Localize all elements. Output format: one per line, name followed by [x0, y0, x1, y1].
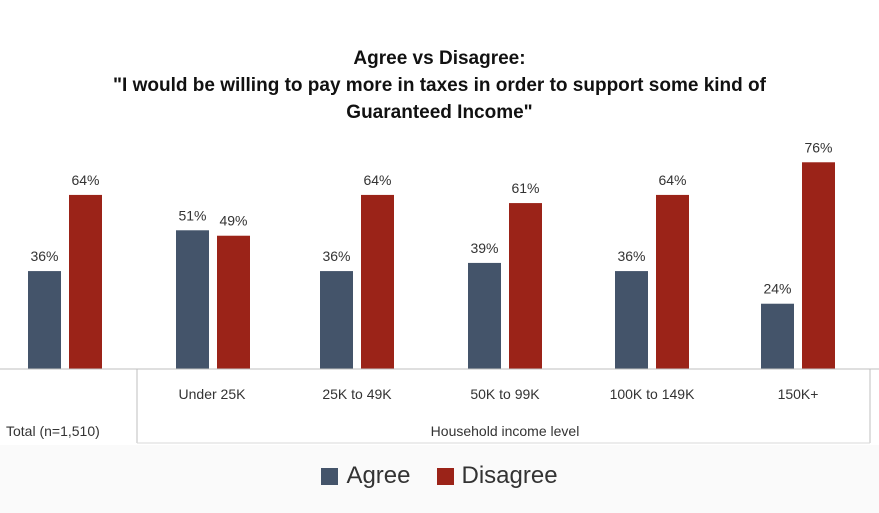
data-label-agree-2: 36% [322, 248, 350, 264]
legend-label-disagree: Disagree [461, 462, 558, 489]
tick-label-4: 100K to 149K [610, 386, 696, 402]
tick-label-total: Total (n=1,510) [6, 423, 100, 439]
tick-label-5: 150K+ [778, 386, 819, 402]
data-label-agree-0: 36% [30, 248, 58, 264]
bar-agree-3 [468, 262, 501, 369]
legend-item-agree: Agree [321, 462, 411, 490]
legend-item-disagree: Disagree [436, 462, 558, 490]
data-label-agree-4: 36% [617, 248, 645, 264]
data-label-agree-5: 24% [763, 281, 791, 297]
bar-agree-4 [615, 271, 648, 369]
chart-subtitle-line1: "I would be willing to pay more in taxes… [113, 75, 766, 96]
data-label-agree-1: 51% [178, 207, 206, 223]
tick-label-3: 50K to 99K [470, 386, 540, 402]
bar-agree-1 [176, 230, 209, 369]
data-label-disagree-4: 64% [658, 172, 686, 188]
bar-disagree-3 [509, 203, 542, 369]
tick-label-1: Under 25K [179, 386, 247, 402]
legend-swatch-disagree [436, 467, 454, 485]
tick-label-2: 25K to 49K [322, 386, 392, 402]
group-label: Household income level [431, 423, 580, 439]
chart-title: Agree vs Disagree: [353, 48, 526, 69]
chart-subtitle-line2: Guaranteed Income" [346, 102, 533, 123]
data-label-disagree-5: 76% [804, 139, 832, 155]
bar-disagree-1 [217, 235, 250, 369]
data-label-agree-3: 39% [470, 240, 498, 256]
data-label-disagree-0: 64% [71, 172, 99, 188]
bar-disagree-2 [361, 194, 394, 369]
legend: Agree Disagree [0, 462, 879, 490]
data-label-disagree-2: 64% [363, 172, 391, 188]
bar-agree-2 [320, 271, 353, 369]
data-label-disagree-1: 49% [219, 213, 247, 229]
bar-agree-5 [761, 303, 794, 369]
bar-disagree-0 [69, 194, 102, 369]
bar-disagree-4 [656, 194, 689, 369]
bar-agree-0 [28, 271, 61, 369]
legend-label-agree: Agree [346, 462, 411, 489]
data-label-disagree-3: 61% [511, 180, 539, 196]
bar-disagree-5 [802, 162, 835, 369]
legend-swatch-agree [321, 467, 339, 485]
